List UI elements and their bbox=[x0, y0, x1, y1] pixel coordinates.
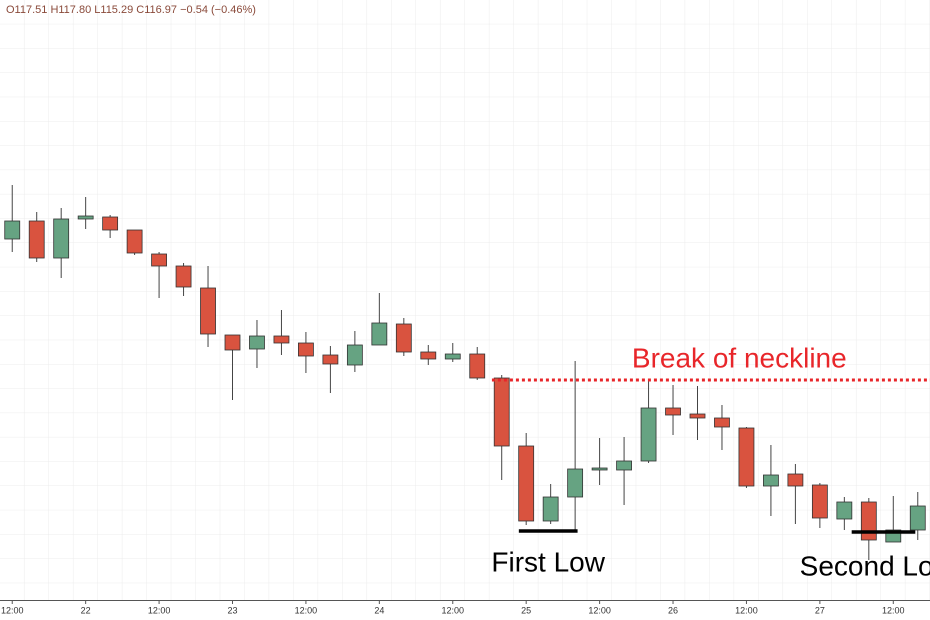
candle-body bbox=[28, 220, 45, 259]
x-tick-label: 25 bbox=[521, 605, 531, 615]
candle-body bbox=[444, 353, 461, 360]
candle-body bbox=[909, 505, 926, 531]
candle-body bbox=[420, 351, 437, 360]
candle-body bbox=[249, 335, 265, 350]
candle-body bbox=[77, 215, 94, 220]
candle-body bbox=[4, 220, 21, 240]
candle-body bbox=[665, 407, 681, 416]
x-tick-label: 24 bbox=[374, 605, 384, 615]
candle-body bbox=[273, 335, 290, 344]
x-tick-label: 12:00 bbox=[588, 605, 611, 615]
candle-body bbox=[395, 323, 412, 353]
candle-body bbox=[787, 473, 804, 487]
candle-body bbox=[518, 445, 535, 522]
candle-body bbox=[151, 253, 167, 267]
x-tick-label: 27 bbox=[815, 605, 825, 615]
candle-body bbox=[346, 344, 363, 366]
candle-body bbox=[469, 353, 486, 379]
candle-body bbox=[371, 322, 388, 346]
candle-body bbox=[714, 417, 730, 428]
x-tick-label: 26 bbox=[668, 605, 678, 615]
candle-body bbox=[616, 460, 632, 471]
annotation-text: Break of neckline bbox=[632, 342, 847, 373]
grid-background bbox=[0, 0, 930, 600]
candle-body bbox=[224, 334, 241, 351]
x-tick-label: 22 bbox=[81, 605, 91, 615]
candle-body bbox=[322, 354, 339, 365]
annotation-text: Second Low bbox=[800, 550, 930, 581]
candle-body bbox=[860, 501, 877, 541]
candle-body bbox=[126, 229, 143, 254]
x-tick-label: 12:00 bbox=[735, 605, 758, 615]
x-tick-label: 12:00 bbox=[1, 605, 24, 615]
candle-body bbox=[102, 216, 119, 231]
candle-body bbox=[175, 265, 192, 288]
candle-body bbox=[811, 484, 828, 519]
candle-body bbox=[738, 427, 755, 487]
candle-body bbox=[200, 287, 216, 335]
candle-body bbox=[689, 413, 706, 419]
candle-body bbox=[763, 474, 779, 487]
candle-body bbox=[591, 467, 608, 471]
x-tick-label: 12:00 bbox=[882, 605, 905, 615]
x-tick-label: 12:00 bbox=[148, 605, 171, 615]
candle-body bbox=[542, 496, 559, 522]
x-tick-label: 23 bbox=[227, 605, 237, 615]
x-tick-label: 12:00 bbox=[441, 605, 464, 615]
candle-body bbox=[493, 377, 510, 447]
ohlc-header: O117.51 H117.80 L115.29 C116.97 −0.54 (−… bbox=[6, 4, 256, 16]
candle-body bbox=[53, 218, 70, 259]
annotation-text: First Low bbox=[491, 546, 605, 577]
candle-body bbox=[640, 407, 657, 462]
candle-body bbox=[836, 501, 853, 520]
candle-body bbox=[567, 468, 584, 498]
x-tick-label: 12:00 bbox=[295, 605, 318, 615]
candle-body bbox=[298, 342, 314, 357]
